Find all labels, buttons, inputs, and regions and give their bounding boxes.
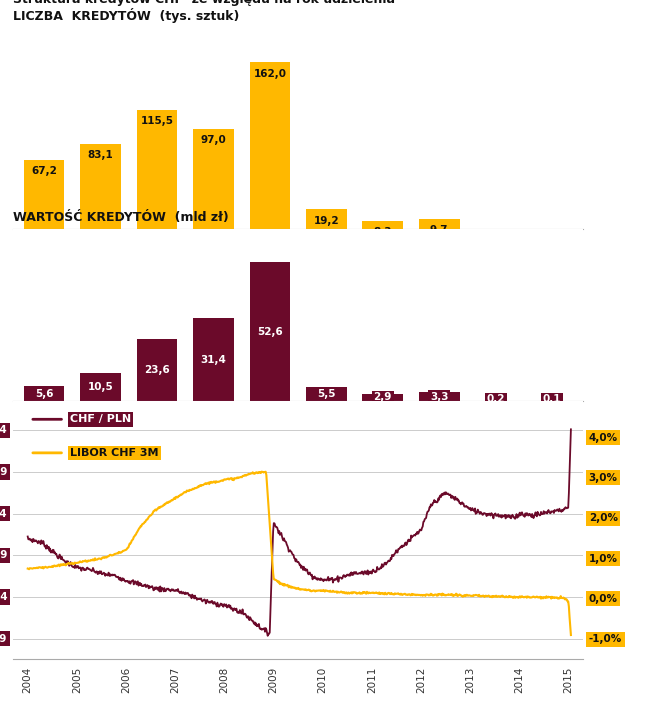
Bar	[24, 386, 64, 401]
Bar	[80, 144, 121, 229]
Text: LIBOR CHF 3M: LIBOR CHF 3M	[70, 448, 159, 458]
Bar	[193, 129, 234, 229]
Text: 23,6: 23,6	[144, 365, 170, 375]
Text: 83,1: 83,1	[87, 150, 113, 160]
Text: 162,0: 162,0	[253, 69, 286, 79]
Text: 19,2: 19,2	[314, 216, 339, 225]
Text: CHF / PLN: CHF / PLN	[70, 414, 131, 424]
Text: Struktura kredytów CHF  ze względu na rok udzielenia
LICZBA  KREDYTÓW  (tys. szt: Struktura kredytów CHF ze względu na rok…	[13, 0, 395, 23]
Bar	[137, 110, 178, 229]
Text: 97,0: 97,0	[200, 135, 226, 145]
Text: 0,1: 0,1	[543, 235, 561, 245]
Bar	[24, 160, 64, 229]
Text: 9,7: 9,7	[430, 225, 448, 235]
Text: 2,0%: 2,0%	[589, 513, 618, 523]
Text: 4,0%: 4,0%	[589, 432, 618, 442]
Bar	[249, 262, 290, 401]
Text: WARTOŚĆ KREDYTÓW  (mld zł): WARTOŚĆ KREDYTÓW (mld zł)	[13, 211, 229, 224]
Text: 2,9: 2,9	[374, 392, 392, 403]
Text: 1,0%: 1,0%	[589, 554, 618, 564]
Text: 2,9: 2,9	[0, 550, 7, 560]
Bar	[249, 62, 290, 229]
Bar	[362, 220, 403, 229]
Text: 5,5: 5,5	[317, 389, 336, 399]
Bar	[306, 386, 347, 401]
Text: 0,1: 0,1	[543, 394, 561, 404]
Bar	[193, 318, 234, 401]
Text: 115,5: 115,5	[141, 116, 174, 126]
Text: 0,0%: 0,0%	[589, 594, 618, 604]
Bar	[419, 393, 459, 401]
Bar	[362, 393, 403, 401]
Bar	[306, 209, 347, 229]
Text: 2,4: 2,4	[0, 592, 7, 602]
Text: 3,9: 3,9	[0, 467, 7, 477]
Text: 3,0%: 3,0%	[589, 473, 618, 483]
Text: 52,6: 52,6	[257, 327, 283, 337]
Text: 67,2: 67,2	[31, 166, 57, 176]
Text: 31,4: 31,4	[200, 354, 226, 364]
Text: 3,3: 3,3	[430, 392, 448, 402]
Text: 1,9: 1,9	[0, 634, 7, 644]
Text: 8,3: 8,3	[373, 227, 392, 237]
Text: 10,5: 10,5	[87, 382, 113, 392]
Text: 5,6: 5,6	[35, 389, 53, 399]
Bar	[80, 374, 121, 401]
Text: -1,0%: -1,0%	[589, 635, 622, 644]
Text: 0,2: 0,2	[487, 394, 505, 404]
Bar	[419, 219, 459, 229]
Text: 3,4: 3,4	[0, 508, 7, 519]
Bar	[137, 339, 178, 401]
Text: 0,4: 0,4	[487, 235, 505, 245]
Text: 4,4: 4,4	[0, 425, 7, 435]
